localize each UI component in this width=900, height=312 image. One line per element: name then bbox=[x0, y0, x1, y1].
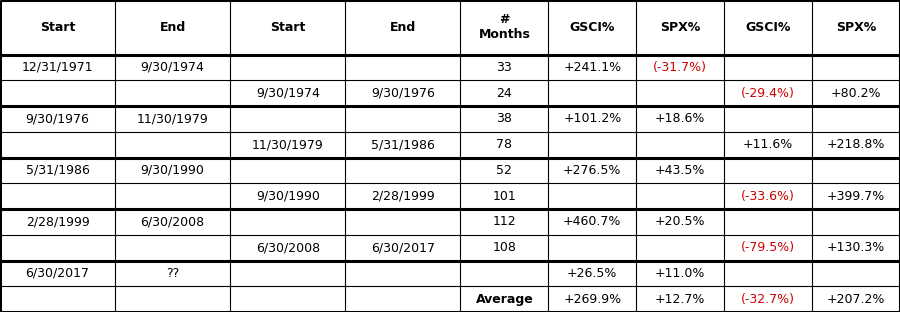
Text: (-33.6%): (-33.6%) bbox=[742, 190, 795, 203]
Text: 9/30/1976: 9/30/1976 bbox=[25, 112, 89, 125]
Text: 38: 38 bbox=[497, 112, 512, 125]
Text: 78: 78 bbox=[497, 138, 512, 151]
Text: (-31.7%): (-31.7%) bbox=[653, 61, 707, 74]
Text: +399.7%: +399.7% bbox=[827, 190, 886, 203]
Text: +11.0%: +11.0% bbox=[655, 267, 706, 280]
Text: (-32.7%): (-32.7%) bbox=[741, 293, 795, 306]
Text: GSCI%: GSCI% bbox=[745, 21, 791, 34]
Text: +80.2%: +80.2% bbox=[831, 87, 881, 100]
Text: 6/30/2008: 6/30/2008 bbox=[140, 215, 204, 228]
Text: 9/30/1974: 9/30/1974 bbox=[140, 61, 204, 74]
Text: +11.6%: +11.6% bbox=[743, 138, 793, 151]
Text: 5/31/1986: 5/31/1986 bbox=[371, 138, 435, 151]
Text: 6/30/2017: 6/30/2017 bbox=[371, 241, 435, 254]
Text: +207.2%: +207.2% bbox=[827, 293, 886, 306]
Text: 9/30/1974: 9/30/1974 bbox=[256, 87, 320, 100]
Text: +269.9%: +269.9% bbox=[563, 293, 621, 306]
Text: (-79.5%): (-79.5%) bbox=[741, 241, 796, 254]
Text: End: End bbox=[390, 21, 416, 34]
Text: 6/30/2017: 6/30/2017 bbox=[25, 267, 90, 280]
Text: GSCI%: GSCI% bbox=[570, 21, 615, 34]
Text: 108: 108 bbox=[492, 241, 517, 254]
Text: 52: 52 bbox=[497, 164, 512, 177]
Text: 6/30/2008: 6/30/2008 bbox=[256, 241, 320, 254]
Text: +12.7%: +12.7% bbox=[655, 293, 706, 306]
Text: +276.5%: +276.5% bbox=[563, 164, 622, 177]
Text: +460.7%: +460.7% bbox=[563, 215, 622, 228]
Text: SPX%: SPX% bbox=[836, 21, 877, 34]
Text: 9/30/1990: 9/30/1990 bbox=[256, 190, 320, 203]
Text: 9/30/1976: 9/30/1976 bbox=[371, 87, 435, 100]
Text: +26.5%: +26.5% bbox=[567, 267, 617, 280]
Text: End: End bbox=[159, 21, 185, 34]
Text: 101: 101 bbox=[492, 190, 517, 203]
Text: 33: 33 bbox=[497, 61, 512, 74]
Text: +20.5%: +20.5% bbox=[655, 215, 706, 228]
Text: 5/31/1986: 5/31/1986 bbox=[25, 164, 89, 177]
Text: +218.8%: +218.8% bbox=[827, 138, 886, 151]
Text: 9/30/1990: 9/30/1990 bbox=[140, 164, 204, 177]
Text: 2/28/1999: 2/28/1999 bbox=[371, 190, 435, 203]
Text: 112: 112 bbox=[492, 215, 517, 228]
Text: 24: 24 bbox=[497, 87, 512, 100]
Text: +130.3%: +130.3% bbox=[827, 241, 886, 254]
Text: ??: ?? bbox=[166, 267, 179, 280]
Text: Start: Start bbox=[40, 21, 76, 34]
Text: #
Months: # Months bbox=[479, 13, 530, 41]
Text: SPX%: SPX% bbox=[660, 21, 700, 34]
Text: 11/30/1979: 11/30/1979 bbox=[252, 138, 324, 151]
Text: (-29.4%): (-29.4%) bbox=[742, 87, 795, 100]
Text: 2/28/1999: 2/28/1999 bbox=[26, 215, 89, 228]
Text: +241.1%: +241.1% bbox=[563, 61, 621, 74]
Text: Average: Average bbox=[475, 293, 534, 306]
Text: 11/30/1979: 11/30/1979 bbox=[137, 112, 209, 125]
Text: +43.5%: +43.5% bbox=[655, 164, 706, 177]
Text: 12/31/1971: 12/31/1971 bbox=[22, 61, 94, 74]
Text: +18.6%: +18.6% bbox=[655, 112, 706, 125]
Text: Start: Start bbox=[270, 21, 305, 34]
Text: +101.2%: +101.2% bbox=[563, 112, 621, 125]
